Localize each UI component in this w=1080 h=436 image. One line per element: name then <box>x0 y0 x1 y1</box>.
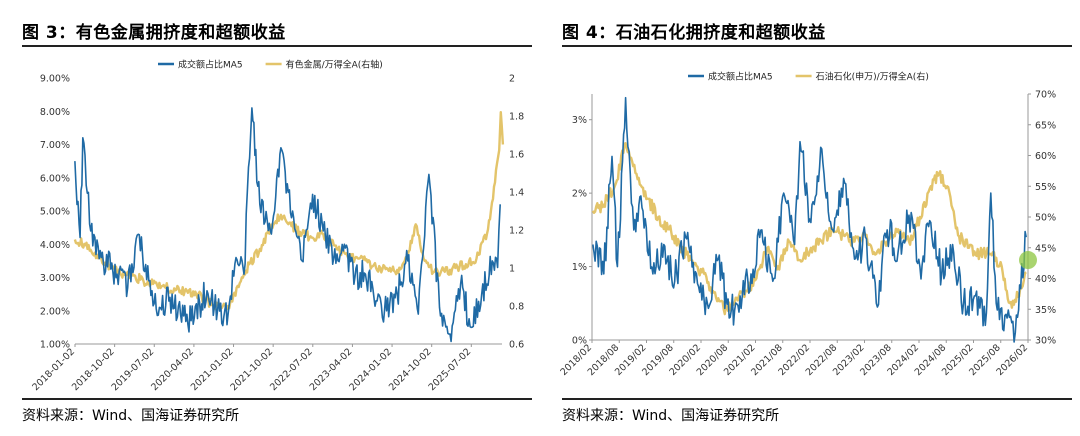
y-right-tick-label: 65% <box>1035 120 1056 131</box>
y-left-tick-label: 3% <box>572 115 587 126</box>
y-left-tick-label: 2.00% <box>40 306 70 317</box>
series-line <box>591 142 1027 316</box>
y-left-tick-label: 2% <box>572 189 587 200</box>
y-right-tick-label: 70% <box>1035 90 1056 101</box>
series-line <box>592 96 1027 343</box>
x-tick-label: 2025-07-02 <box>427 346 474 393</box>
y-right-tick-label: 40% <box>1035 274 1056 285</box>
y-right-tick-label: 35% <box>1035 305 1056 316</box>
y-right-tick-label: 2 <box>509 74 515 85</box>
legend-label: 成交额占比MA5 <box>708 71 773 83</box>
source-note: 资料来源：Wind、国海证券研究所 <box>22 408 240 424</box>
y-left-tick-label: 8.00% <box>40 107 70 118</box>
chart-title: 图 3：有色金属拥挤度和超额收益 <box>22 23 286 43</box>
y-right-tick-label: 50% <box>1035 213 1056 224</box>
y-right-tick-label: 1 <box>509 264 515 275</box>
y-left-tick-label: 3.00% <box>40 273 70 284</box>
y-right-tick-label: 30% <box>1035 336 1056 347</box>
y-left-tick-label: 0% <box>572 336 587 347</box>
title-rule <box>22 45 532 47</box>
y-right-tick-label: 60% <box>1035 151 1056 162</box>
y-left-tick-label: 7.00% <box>40 140 70 151</box>
title-rule <box>562 45 1072 47</box>
source-rule <box>22 398 532 400</box>
y-right-tick-label: 55% <box>1035 182 1056 193</box>
legend-label: 石油石化(申万)/万得全A(右) <box>816 71 929 83</box>
y-left-tick-label: 6.00% <box>40 173 70 184</box>
legend-label: 成交额占比MA5 <box>178 59 243 71</box>
y-left-tick-label: 1% <box>572 262 587 273</box>
chart-title: 图 4：石油石化拥挤度和超额收益 <box>562 23 826 43</box>
y-right-tick-label: 45% <box>1035 243 1056 254</box>
series-line <box>73 111 505 311</box>
legend-label: 有色金属/万得全A(右轴) <box>286 59 383 71</box>
chart-svg: 0%1%2%3%30%35%40%45%50%55%60%65%70%2018/… <box>558 71 1056 379</box>
chart-svg: 1.00% 2.00% 3.00% 4.00% 5.00% 6.00% 7.00% 8.00%… <box>30 59 524 394</box>
y-right-tick-label: 1.4 <box>509 188 524 199</box>
highlight-marker <box>1019 251 1037 270</box>
y-right-tick-label: 0.8 <box>509 302 524 313</box>
y-left-tick-label: 5.00% <box>40 207 70 218</box>
y-right-tick-label: 1.2 <box>509 226 524 237</box>
y-left-tick-label: 1.00% <box>40 340 70 351</box>
y-right-tick-label: 1.6 <box>509 150 524 161</box>
series-line <box>74 107 501 343</box>
source-rule <box>562 398 1072 400</box>
source-note: 资料来源：Wind、国海证券研究所 <box>562 408 780 424</box>
y-left-tick-label: 4.00% <box>40 240 70 251</box>
y-right-tick-label: 0.6 <box>509 340 524 351</box>
y-left-tick-label: 9.00% <box>40 74 70 85</box>
chart-panel-right: 图 4：石油石化拥挤度和超额收益 0% 1% 2% 3% 30% 35% 40% 45% 50%… <box>540 0 1080 436</box>
chart-panel-left: 图 3：有色金属拥挤度和超额收益 1.00% 2.00% 3.00% 4.00% 5.0… <box>22 23 532 424</box>
y-right-tick-label: 1.8 <box>509 112 524 123</box>
